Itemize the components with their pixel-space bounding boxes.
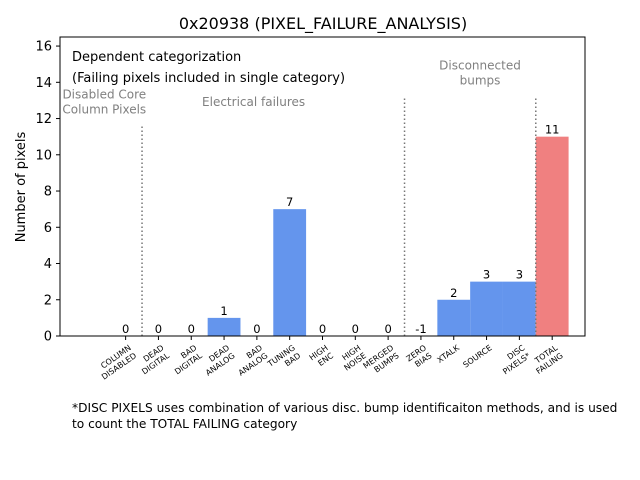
x-tick-label: HIGHENC <box>308 343 336 370</box>
data-label: 3 <box>483 268 490 282</box>
data-label: 0 <box>122 322 129 336</box>
x-tick-label: TUNINGBAD <box>265 343 302 377</box>
x-tick-label: BADDIGITAL <box>168 343 205 376</box>
data-labels: 0 0 0 1 0 7 0 0 0 -1 2 3 3 11 <box>122 123 560 336</box>
x-tick-label: DEADANALOG <box>199 343 237 377</box>
x-tick-label-text: XTALK <box>435 343 461 365</box>
y-tick-label: 14 <box>35 76 52 91</box>
x-tick-label-text: DEADANALOG <box>199 343 237 377</box>
x-axis: COLUMNDISABLED DEADDIGITAL BADDIGITAL DEADA… <box>95 336 565 382</box>
data-label: -1 <box>415 322 426 336</box>
x-tick-label-text: HIGHNOISE <box>337 343 368 372</box>
x-tick-label-line: SOURCE <box>461 343 493 369</box>
x-tick-label: XTALK <box>435 343 461 365</box>
data-label: 0 <box>253 322 260 336</box>
x-tick-label: COLUMNDISABLED <box>95 343 139 381</box>
group-label-line: bumps <box>460 74 501 88</box>
data-label: 0 <box>155 322 162 336</box>
data-label: 0 <box>188 322 195 336</box>
y-tick-label: 0 <box>44 330 52 345</box>
y-tick-label: 16 <box>35 40 52 55</box>
y-axis-label: Number of pixels <box>14 131 29 242</box>
group-labels: Disabled Core Column Pixels Electrical fai… <box>62 59 520 117</box>
chart-title: 0x20938 (PIXEL_FAILURE_ANALYSIS) <box>179 14 467 34</box>
bar <box>502 281 536 336</box>
x-tick-label-text: BADANALOG <box>231 343 269 377</box>
data-label: 0 <box>384 322 391 336</box>
legend-line-1: Dependent categorization <box>72 50 241 65</box>
x-tick-label-text: DISCPIXELS* <box>496 343 533 376</box>
x-tick-label: SOURCE <box>461 343 493 369</box>
group-label-line: Electrical failures <box>202 95 305 109</box>
x-tick-label-text: COLUMNDISABLED <box>95 343 139 381</box>
group-label: Disconnected bumps <box>439 59 521 88</box>
bars-layer <box>207 136 569 336</box>
group-label-line: Disconnected <box>439 59 521 73</box>
bar <box>273 209 307 336</box>
bar <box>437 299 471 336</box>
x-tick-label-text: BADDIGITAL <box>168 343 205 376</box>
group-label: Electrical failures <box>202 95 305 109</box>
x-tick-label: ZEROBIAS <box>405 343 434 371</box>
y-tick-label: 2 <box>44 293 52 308</box>
x-tick-label-text: TUNINGBAD <box>265 343 302 377</box>
x-tick-label-text: DEADDIGITAL <box>135 343 172 376</box>
data-label: 2 <box>450 286 457 300</box>
data-label: 11 <box>545 123 560 137</box>
bar <box>535 136 569 336</box>
data-label: 0 <box>352 322 359 336</box>
separators-layer <box>141 96 537 336</box>
footnote: *DISC PIXELS uses combination of various… <box>72 401 618 431</box>
x-tick-label-line: XTALK <box>435 343 461 365</box>
y-tick-label: 10 <box>35 148 52 163</box>
x-tick-label: DEADDIGITAL <box>135 343 172 376</box>
data-label: 0 <box>319 322 326 336</box>
data-label: 7 <box>286 195 293 209</box>
data-label: 3 <box>516 268 523 282</box>
legend-line-2: (Failing pixels included in single categ… <box>72 71 345 86</box>
y-tick-label: 8 <box>44 185 52 200</box>
x-tick-label: BADANALOG <box>231 343 270 377</box>
x-tick-label: DISCPIXELS* <box>496 343 533 376</box>
x-tick-label: HIGHNOISE <box>337 343 368 372</box>
y-tick-label: 6 <box>44 221 52 236</box>
x-tick-label-text: SOURCE <box>461 343 493 369</box>
bar <box>207 317 241 336</box>
group-label-line: Disabled Core <box>62 88 146 102</box>
x-tick-label: MERGEDBUMPS <box>361 343 400 378</box>
x-tick-label-text: ZEROBIAS <box>405 343 434 371</box>
x-tick-label-text: TOTALFAILING <box>529 343 565 376</box>
group-label-line: Column Pixels <box>62 103 146 117</box>
x-tick-label: TOTALFAILING <box>529 343 565 376</box>
y-axis: 0 2 4 6 8 10 12 14 16 <box>35 40 60 345</box>
y-tick-label: 12 <box>35 112 52 127</box>
y-tick-label: 4 <box>44 257 52 272</box>
bar <box>470 281 503 336</box>
x-tick-label-text: MERGEDBUMPS <box>361 343 400 378</box>
group-label: Disabled Core Column Pixels <box>62 88 146 117</box>
data-label: 1 <box>220 304 227 318</box>
x-tick-label-text: HIGHENC <box>308 343 336 370</box>
